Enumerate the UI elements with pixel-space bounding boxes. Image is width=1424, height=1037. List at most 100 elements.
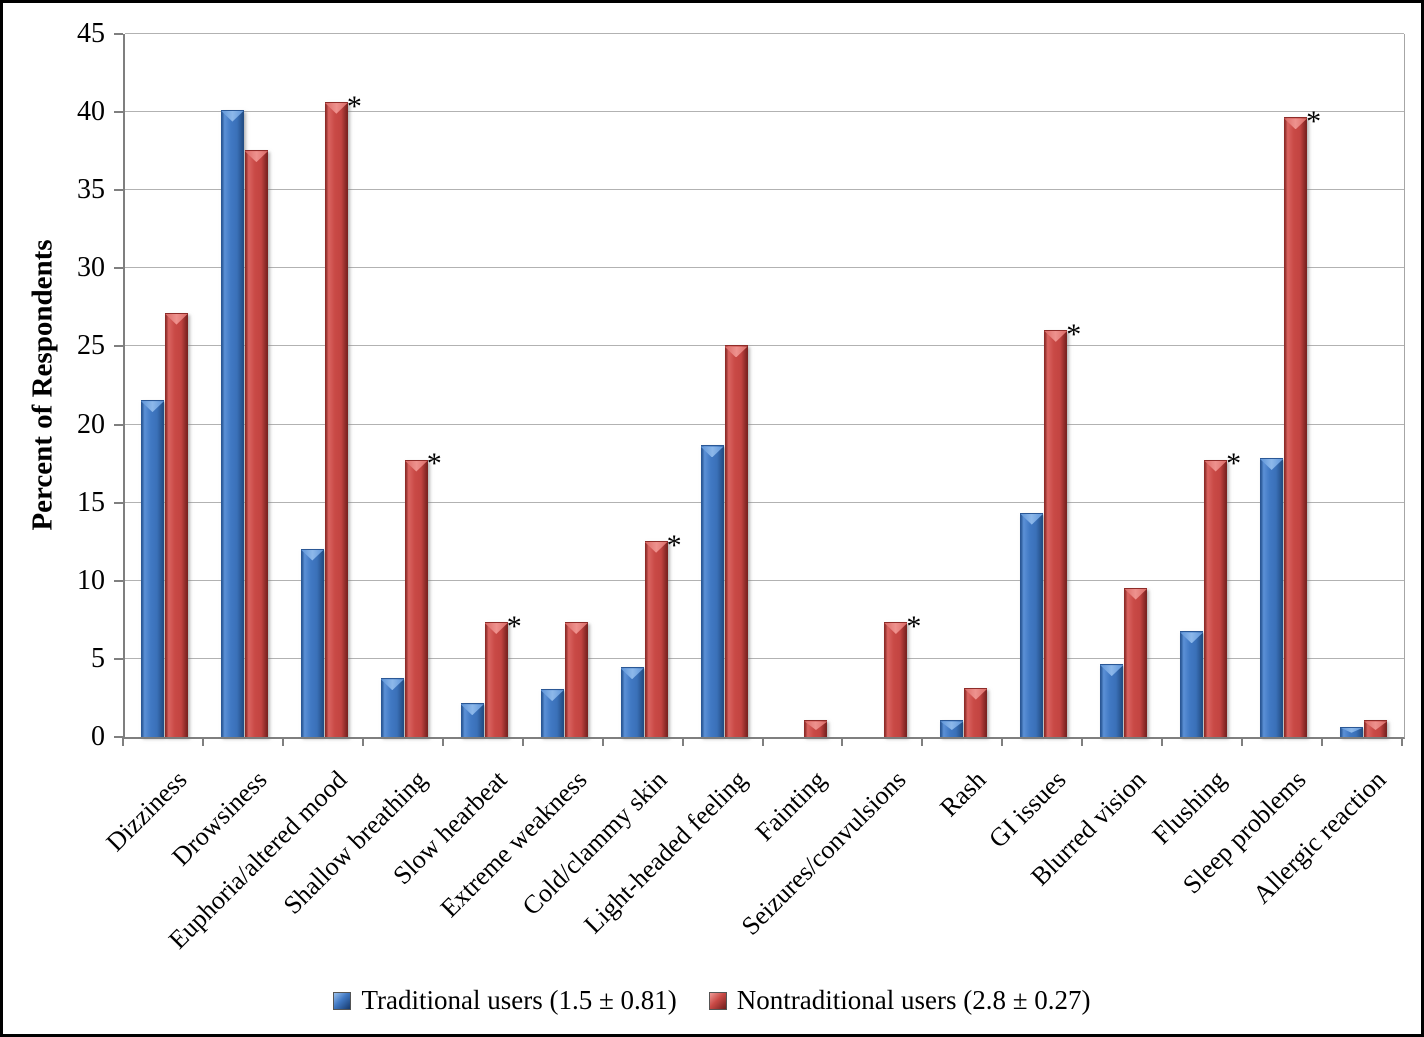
legend: Traditional users (1.5 ± 0.81) Nontraditi… — [3, 985, 1421, 1016]
x-category-label: Shallow breathing — [277, 765, 433, 920]
significance-asterisk: * — [506, 609, 522, 643]
bar-top-bevel — [1100, 665, 1124, 677]
bar-top-bevel — [1204, 460, 1228, 472]
y-axis-tick — [114, 579, 123, 582]
bar-top-bevel — [140, 401, 164, 413]
bar-top-bevel — [724, 346, 748, 358]
bar-nontraditional-15 — [1364, 720, 1388, 737]
gridline — [125, 657, 1404, 659]
y-axis-tick — [114, 736, 123, 738]
bar-top-bevel — [404, 460, 428, 472]
gridline — [125, 345, 1404, 347]
bar-top-bevel — [244, 151, 268, 163]
bar-traditional-3 — [380, 678, 404, 737]
bar-nontraditional-9 — [884, 621, 908, 737]
gridline — [125, 501, 1404, 503]
bar-top-bevel — [804, 721, 828, 730]
significance-asterisk: * — [426, 447, 442, 481]
bar-nontraditional-10 — [964, 687, 988, 737]
bar-top-bevel — [644, 541, 668, 553]
significance-asterisk: * — [906, 609, 922, 643]
bar-traditional-15 — [1340, 726, 1364, 737]
bar-traditional-14 — [1260, 457, 1284, 737]
bar-nontraditional-2 — [324, 101, 348, 737]
bar-traditional-7 — [700, 445, 724, 737]
bar-top-bevel — [1340, 727, 1364, 733]
x-axis-tick — [1241, 737, 1244, 746]
y-axis-tick — [114, 33, 123, 35]
significance-asterisk: * — [1306, 105, 1322, 139]
x-axis-tick — [1401, 737, 1403, 746]
bar-traditional-13 — [1180, 631, 1204, 737]
gridline — [125, 579, 1404, 581]
x-category-label: Extreme weakness — [434, 765, 593, 923]
x-axis-tick — [521, 737, 524, 746]
bar-top-bevel — [940, 721, 964, 730]
bar-nontraditional-11 — [1044, 329, 1068, 737]
x-axis-tick — [1081, 737, 1084, 746]
x-axis-tick — [201, 737, 204, 746]
significance-asterisk: * — [666, 528, 682, 562]
x-category-label: Cold/clammy skin — [516, 765, 673, 921]
plot-area: * * * * * * * * — [123, 33, 1405, 739]
y-tick-label: 10 — [77, 564, 105, 596]
bar-top-bevel — [1180, 632, 1204, 644]
legend-item: Traditional users (1.5 ± 0.81) — [333, 985, 677, 1016]
bar-nontraditional-0 — [164, 312, 188, 737]
bar-top-bevel — [964, 688, 988, 700]
bar-top-bevel — [220, 110, 244, 122]
bar-traditional-2 — [300, 548, 324, 737]
gridline — [125, 33, 1404, 34]
bar-traditional-10 — [940, 720, 964, 737]
legend-label: Nontraditional users (2.8 ± 0.27) — [736, 985, 1091, 1015]
bar-nontraditional-5 — [564, 621, 588, 737]
bar-traditional-4 — [460, 703, 484, 737]
bar-top-bevel — [1260, 458, 1284, 470]
x-axis-tick — [1161, 737, 1164, 746]
y-tick-label: 40 — [77, 96, 105, 128]
bar-top-bevel — [460, 704, 484, 716]
x-axis-tick — [281, 737, 284, 746]
bar-top-bevel — [1044, 330, 1068, 342]
y-tick-label: 5 — [91, 642, 105, 674]
gridline — [125, 423, 1404, 425]
x-axis-tick — [761, 737, 764, 746]
y-axis-tick — [114, 423, 123, 426]
bar-nontraditional-14 — [1284, 117, 1308, 737]
bar-nontraditional-4 — [484, 621, 508, 737]
x-axis-tick — [841, 737, 844, 746]
bar-top-bevel — [540, 690, 564, 702]
bar-nontraditional-7 — [724, 345, 748, 737]
bar-top-bevel — [300, 549, 324, 561]
y-axis-tick — [114, 189, 123, 192]
bar-top-bevel — [1364, 721, 1388, 730]
gridline — [125, 267, 1404, 269]
y-tick-label: 0 — [91, 721, 105, 752]
legend-swatch-icon — [708, 991, 727, 1010]
bar-traditional-5 — [540, 689, 564, 737]
significance-asterisk: * — [1066, 317, 1082, 351]
y-tick-label: 25 — [77, 330, 105, 362]
y-axis-tick — [114, 111, 123, 114]
x-category-label: Rash — [934, 765, 992, 823]
y-axis-tick — [114, 501, 123, 504]
x-axis-tick — [1321, 737, 1324, 746]
x-axis-tick — [361, 737, 364, 746]
bar-traditional-0 — [140, 400, 164, 737]
bar-traditional-12 — [1100, 664, 1124, 737]
bar-nontraditional-1 — [244, 150, 268, 737]
significance-asterisk: * — [346, 89, 362, 123]
legend-swatch-icon — [333, 991, 352, 1010]
x-axis-tick — [601, 737, 604, 746]
bar-top-bevel — [484, 622, 508, 634]
gridline — [125, 111, 1404, 113]
x-axis-tick — [441, 737, 444, 746]
bar-nontraditional-3 — [404, 459, 428, 737]
bar-top-bevel — [620, 668, 644, 680]
x-axis-tick — [122, 737, 124, 746]
legend-item: Nontraditional users (2.8 ± 0.27) — [708, 985, 1091, 1016]
significance-asterisk: * — [1226, 447, 1242, 481]
y-axis-tick — [114, 345, 123, 348]
x-axis-tick — [1001, 737, 1004, 746]
bar-top-bevel — [164, 313, 188, 325]
